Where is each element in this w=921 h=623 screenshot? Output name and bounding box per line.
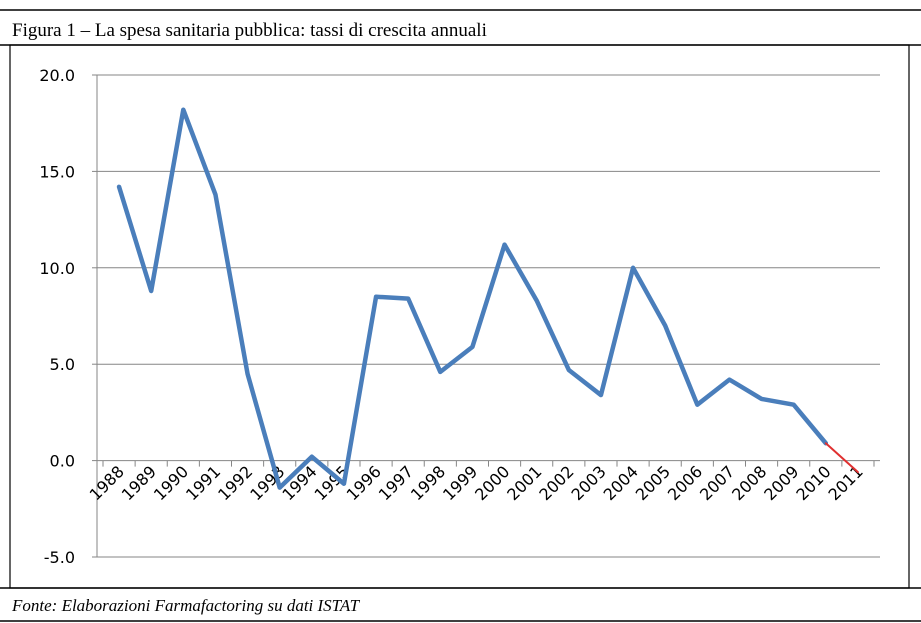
chart-frame (9, 44, 910, 589)
y-tick-label: 0.0 (50, 452, 75, 471)
series-line (116, 107, 829, 490)
y-tick-label: -5.0 (44, 548, 75, 567)
x-tick-label: 1998 (407, 462, 449, 504)
x-tick-label: 1991 (182, 462, 224, 504)
x-tick-label: 2005 (632, 462, 674, 504)
x-tick-label: 2001 (503, 462, 545, 504)
x-tick-label: 2004 (600, 462, 642, 504)
y-tick-label: 10.0 (39, 259, 75, 278)
x-tick-label: 2006 (664, 462, 706, 504)
source-note: Fonte: Elaborazioni Farmafactoring su da… (11, 596, 361, 615)
x-tick-label: 2009 (760, 462, 802, 504)
series-line (824, 442, 859, 474)
y-tick-label: 20.0 (39, 66, 75, 85)
x-tick-label: 2002 (535, 462, 577, 504)
x-tick-label: 2003 (568, 462, 610, 504)
x-tick-label: 2010 (792, 462, 834, 504)
x-tick-label: 1988 (86, 462, 128, 504)
x-tick-label: 1999 (439, 462, 481, 504)
figure-title: Figura 1 – La spesa sanitaria pubblica: … (12, 20, 487, 41)
x-tick-label: 2008 (728, 462, 770, 504)
y-tick-label: 5.0 (50, 355, 75, 374)
x-tick-label: 1997 (375, 462, 417, 504)
x-tick-label: 1992 (214, 462, 256, 504)
y-tick-label: 15.0 (39, 162, 75, 181)
x-tick-label: 1989 (118, 462, 160, 504)
x-tick-label: 2000 (471, 462, 513, 504)
x-tick-label: 1996 (343, 462, 385, 504)
x-tick-label: 2007 (696, 462, 738, 504)
x-tick-label: 2011 (825, 462, 867, 504)
x-tick-label: 1990 (150, 462, 192, 504)
